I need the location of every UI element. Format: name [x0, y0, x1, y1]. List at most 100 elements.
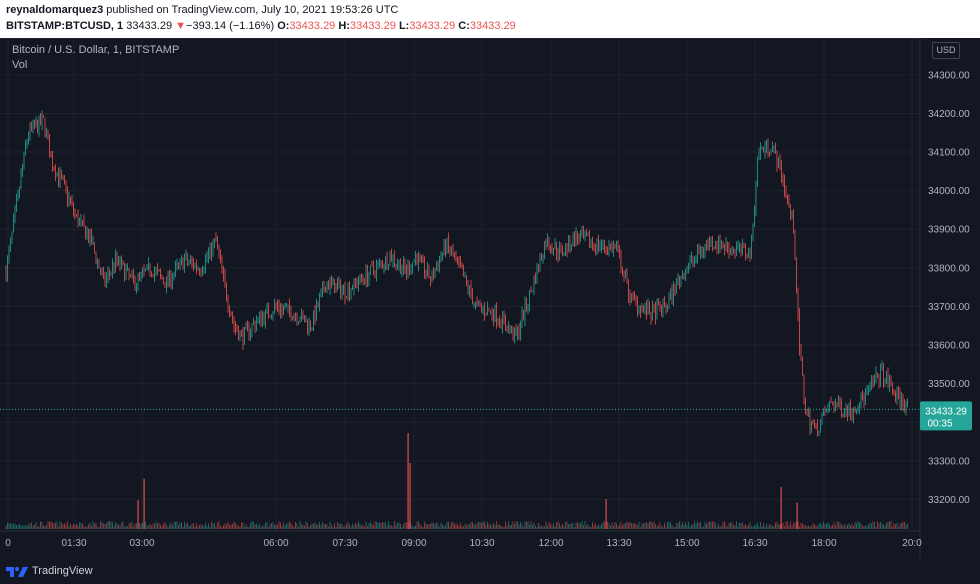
currency-button[interactable]: USD — [932, 42, 960, 59]
volume-bar — [451, 522, 452, 529]
volume-bar — [571, 523, 572, 529]
volume-bar — [439, 526, 440, 529]
volume-bar — [421, 526, 422, 529]
volume-bar — [65, 524, 67, 529]
volume-bar — [613, 525, 614, 529]
volume-bar — [272, 522, 274, 529]
author-name[interactable]: reynaldomarquez3 — [6, 4, 104, 16]
volume-bar — [704, 521, 706, 529]
volume-bar — [278, 521, 280, 529]
volume-bar — [764, 526, 766, 529]
volume-bar — [517, 521, 518, 529]
time-tick-label: 20:0 — [902, 538, 922, 549]
volume-bar — [94, 523, 95, 529]
volume-bar — [596, 525, 598, 529]
volume-bar — [686, 525, 688, 529]
time-tick-label: 07:30 — [332, 538, 357, 549]
high-label: H: — [338, 20, 350, 32]
volume-bar — [559, 523, 560, 529]
volume-bar — [206, 526, 208, 529]
volume-bar — [191, 523, 193, 529]
volume-bar — [652, 523, 653, 529]
chart-area[interactable]: 34300.00 34200.00 34100.00 34000.00 33900.00… — [0, 37, 980, 558]
volume-bar — [649, 521, 650, 529]
volume-bar — [38, 526, 40, 529]
volume-bar — [176, 521, 178, 529]
volume-bar — [406, 522, 407, 529]
volume-label[interactable]: Vol — [12, 59, 28, 71]
volume-bar — [365, 521, 367, 529]
volume-bar — [818, 523, 820, 529]
volume-bar — [373, 525, 374, 529]
volume-bar — [893, 522, 895, 529]
volume-bar — [593, 524, 595, 529]
price-tick-label: 34000.00 — [928, 186, 970, 197]
volume-bar — [325, 523, 326, 529]
volume-spike — [407, 433, 409, 529]
volume-bar — [496, 521, 497, 529]
volume-bar — [277, 524, 278, 529]
volume-bar — [214, 522, 215, 529]
volume-bar — [16, 524, 17, 529]
volume-bar — [155, 521, 157, 529]
volume-bar — [230, 524, 232, 529]
volume-bar — [656, 526, 658, 529]
volume-bar — [721, 525, 722, 529]
volume-bar — [856, 523, 857, 529]
volume-bar — [688, 521, 689, 529]
volume-bar — [467, 523, 469, 529]
volume-bar — [131, 522, 133, 529]
volume-bar — [590, 526, 592, 529]
volume-bar — [82, 523, 83, 529]
volume-bar — [863, 525, 865, 529]
volume-bar — [397, 522, 398, 529]
price-tick-label: 33800.00 — [928, 263, 970, 274]
volume-bar — [560, 526, 562, 529]
volume-bar — [766, 523, 767, 529]
volume-bar — [848, 523, 850, 529]
volume-bar — [521, 524, 523, 529]
volume-bar — [535, 525, 536, 529]
volume-bar — [620, 521, 622, 529]
volume-bar — [281, 525, 283, 529]
price-chart[interactable]: 34300.00 34200.00 34100.00 34000.00 33900.00… — [0, 37, 980, 558]
volume-bar — [677, 522, 679, 529]
volume-bar — [575, 522, 577, 529]
volume-bar — [419, 523, 421, 529]
time-axis[interactable]: 0 01:30 03:00 06:00 07:30 09:00 10:30 12:00 13:3… — [5, 538, 922, 549]
volume-bar — [479, 522, 481, 529]
volume-bar — [418, 521, 419, 529]
volume-bar — [215, 526, 217, 529]
volume-bar — [659, 522, 661, 529]
volume-bar — [296, 523, 298, 529]
volume-bar — [829, 524, 830, 529]
volume-bar — [793, 522, 794, 529]
volume-bar — [898, 526, 899, 529]
volume-bar — [515, 521, 517, 529]
volume-bar — [44, 525, 46, 529]
volume-bar — [707, 522, 709, 529]
tradingview-logo[interactable]: TradingView — [6, 565, 93, 577]
volume-bar — [340, 523, 341, 529]
volume-bar — [547, 525, 548, 529]
volume-bar — [662, 526, 664, 529]
volume-bar — [53, 523, 55, 529]
volume-bar — [218, 521, 220, 529]
volume-bar — [217, 522, 218, 529]
volume-bar — [203, 525, 205, 529]
volume-bar — [43, 525, 44, 529]
volume-bar — [157, 523, 158, 529]
volume-bar — [382, 521, 383, 529]
volume-bar — [427, 524, 428, 529]
volume-bar — [269, 523, 271, 529]
volume-bar — [773, 525, 775, 529]
volume-bar — [77, 525, 79, 529]
volume-bar — [587, 524, 589, 529]
volume-bar — [148, 525, 149, 529]
volume-bar — [640, 526, 641, 529]
symbol-label: BITSTAMP:BTCUSD, 1 — [6, 20, 124, 32]
volume-bar — [352, 523, 353, 529]
volume-bar — [37, 526, 38, 529]
volume-bar — [875, 526, 877, 529]
volume-bar — [454, 524, 455, 529]
